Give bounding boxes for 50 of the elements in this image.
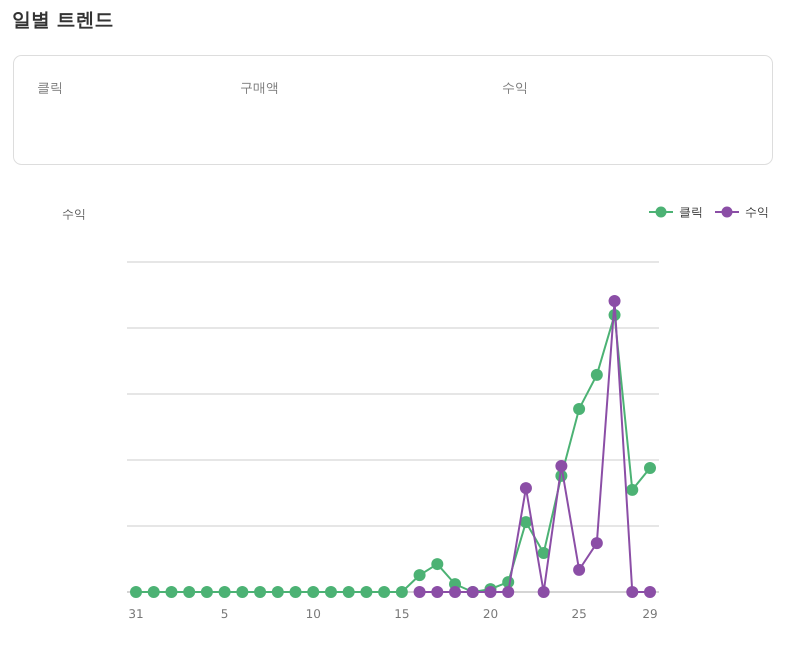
point	[573, 402, 586, 415]
point	[502, 586, 514, 598]
point	[520, 482, 532, 494]
point	[626, 586, 638, 598]
point	[200, 586, 213, 598]
text: 구매액	[240, 81, 279, 96]
point	[431, 586, 444, 598]
x-tick-label: 5	[220, 607, 228, 621]
point	[449, 586, 462, 598]
legend-label: 수익	[745, 205, 769, 219]
point	[130, 586, 142, 598]
point	[644, 462, 656, 474]
point	[148, 586, 160, 598]
x-tick-label: 29	[642, 607, 658, 621]
point	[626, 484, 638, 496]
point	[290, 586, 302, 598]
point	[555, 460, 568, 472]
point	[342, 586, 355, 598]
point	[236, 586, 248, 598]
text: 클릭	[37, 81, 63, 96]
point	[590, 537, 603, 550]
x-tick-label: 20	[482, 607, 498, 621]
x-tick-label: 25	[571, 607, 587, 621]
point	[324, 586, 337, 598]
point	[378, 586, 390, 598]
point	[272, 586, 284, 598]
point	[396, 586, 408, 598]
point	[414, 586, 426, 598]
point	[307, 586, 320, 598]
x-tick-label: 31	[128, 607, 144, 621]
point	[573, 564, 586, 576]
legend-label: 클릭	[679, 205, 703, 219]
point	[183, 586, 196, 598]
text: 수익	[502, 81, 528, 96]
x-tick-label: 15	[394, 607, 410, 621]
point	[538, 586, 550, 598]
point	[590, 368, 603, 381]
point	[538, 547, 550, 560]
point	[360, 586, 372, 598]
point	[218, 586, 231, 598]
x-tick-label: 10	[306, 607, 321, 621]
point	[414, 569, 426, 582]
y-axis-title: 수익	[62, 207, 86, 221]
point	[484, 586, 496, 598]
point	[431, 558, 444, 570]
text: 일별 트렌드	[12, 9, 114, 31]
point	[608, 295, 621, 307]
point	[254, 586, 266, 598]
point	[165, 586, 178, 598]
point	[644, 586, 656, 598]
